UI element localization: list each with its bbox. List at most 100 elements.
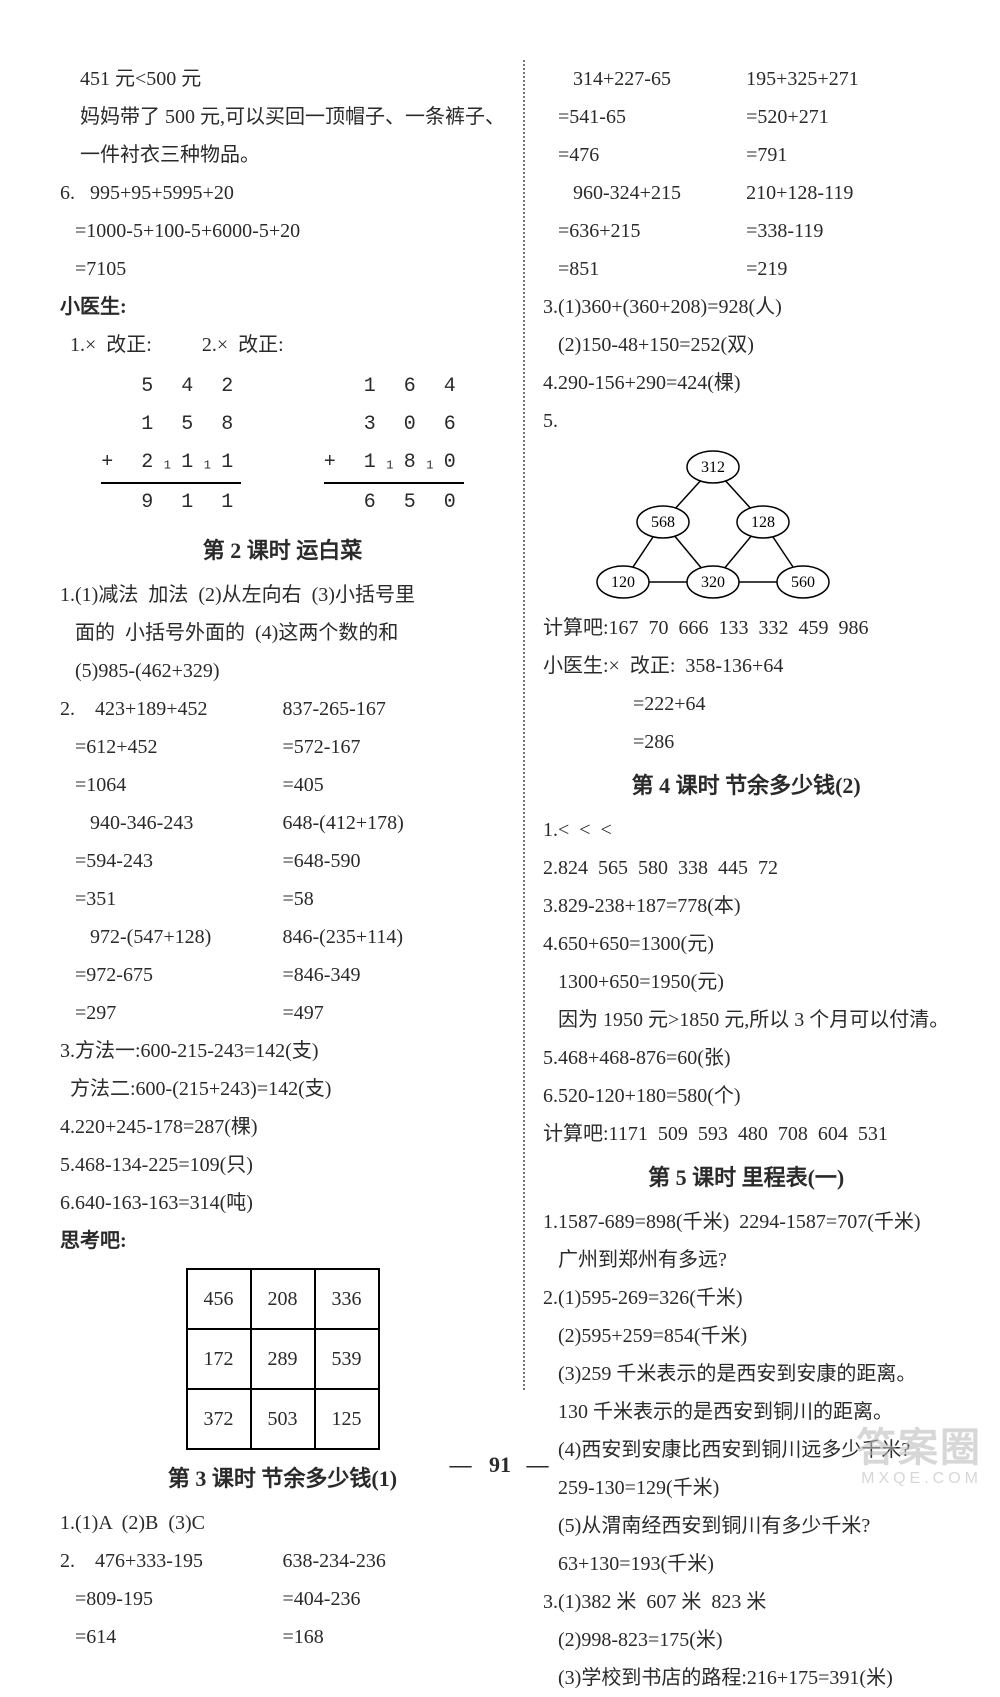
text-line: 因为 1950 元>1850 元,所以 3 个月可以付清。 — [543, 1001, 949, 1039]
calc-pair: =614=168 — [60, 1618, 505, 1656]
text-line: =594-243 — [60, 842, 283, 880]
text-line: =1064 — [60, 766, 283, 804]
calc-row: 1 6 4 — [324, 368, 464, 406]
footer-dash: — — [527, 1452, 551, 1477]
cell: 172 — [187, 1329, 251, 1389]
text-line: =614 — [60, 1618, 283, 1656]
text-line: =520+271 — [746, 98, 949, 136]
text-line: 4.290-156+290=424(棵) — [543, 364, 949, 402]
text-line: 3.(1)360+(360+208)=928(人) — [543, 288, 949, 326]
text-line: 314+227-65 — [543, 60, 746, 98]
text-line: 5.468+468-876=60(张) — [543, 1039, 949, 1077]
text-line: =219 — [746, 250, 949, 288]
text-line: 6.520-120+180=580(个) — [543, 1077, 949, 1115]
text-line: =541-65 — [543, 98, 746, 136]
text-line: =612+452 — [60, 728, 283, 766]
text-line: 妈妈带了 500 元,可以买回一顶帽子、一条裤子、 — [60, 98, 505, 136]
text-line: =809-195 — [60, 1580, 283, 1618]
text-line: =1000-5+100-5+6000-5+20 — [60, 212, 505, 250]
section-title: 第 4 课时 节余多少钱(2) — [543, 765, 949, 807]
text-line: 130 千米表示的是西安到铜川的距离。 — [543, 1393, 949, 1431]
calc-pair: =297=497 — [60, 994, 505, 1032]
text-line: =648-590 — [283, 842, 506, 880]
text-line: 3.829-238+187=778(本) — [543, 887, 949, 925]
svg-text:560: 560 — [791, 574, 815, 591]
cell: 539 — [315, 1329, 379, 1389]
text-line: 2. 476+333-195 — [60, 1542, 283, 1580]
table-row: 456 208 336 — [187, 1269, 379, 1329]
text-line: 3.方法一:600-215-243=142(支) — [60, 1032, 505, 1070]
text-line: 小医生:× 改正: 358-136+64 — [543, 647, 949, 685]
right-column: 314+227-65195+325+271 =541-65=520+271 =4… — [525, 60, 959, 1466]
text-line: =476 — [543, 136, 746, 174]
text-line: =222+64 — [543, 685, 949, 723]
cell: 503 — [251, 1389, 315, 1449]
text-line: =297 — [60, 994, 283, 1032]
text-line: 960-324+215 — [543, 174, 746, 212]
text-line: 面的 小括号外面的 (4)这两个数的和 — [60, 614, 505, 652]
cell: 456 — [187, 1269, 251, 1329]
text-line: (5)985-(462+329) — [60, 652, 505, 690]
text-line: =572-167 — [283, 728, 506, 766]
calc-row: 1 5 8 — [101, 406, 241, 444]
text-line: 2.824 565 580 338 445 72 — [543, 849, 949, 887]
text-line: =972-675 — [60, 956, 283, 994]
section-title: 第 5 课时 里程表(一) — [543, 1157, 949, 1199]
text-line: 63+130=193(千米) — [543, 1545, 949, 1583]
calc-pair: 2. 423+189+452837-265-167 — [60, 690, 505, 728]
watermark: 答案圈 MXQE.COM — [856, 1426, 982, 1488]
calc-row: + 2₁1₁1 — [101, 444, 241, 482]
text-line: =286 — [543, 723, 949, 761]
section-title: 第 2 课时 运白菜 — [60, 530, 505, 572]
calc-pair: =809-195=404-236 — [60, 1580, 505, 1618]
text-line: 1.< < < — [543, 811, 949, 849]
vertical-calc: 5 4 2 1 5 8 + 2₁1₁1 9 1 1 — [101, 368, 241, 522]
calc-row: 3 0 6 — [324, 406, 464, 444]
text-line: (3)259 千米表示的是西安到安康的距离。 — [543, 1355, 949, 1393]
text-line: 1.(1)减法 加法 (2)从左向右 (3)小括号里 — [60, 576, 505, 614]
text-line: =846-349 — [283, 956, 506, 994]
calc-pair: =636+215=338-119 — [543, 212, 949, 250]
cell: 372 — [187, 1389, 251, 1449]
text-line: 638-234-236 — [283, 1542, 506, 1580]
footer-dash: — — [450, 1452, 474, 1477]
text-line: (2)595+259=854(千米) — [543, 1317, 949, 1355]
text-line: =338-119 — [746, 212, 949, 250]
text-line: 4.220+245-178=287(棵) — [60, 1108, 505, 1146]
vertical-calc: 1 6 4 3 0 6 + 1₁8₁0 6 5 0 — [324, 368, 464, 522]
text-line: 195+325+271 — [746, 60, 949, 98]
left-column: 451 元<500 元 妈妈带了 500 元,可以买回一顶帽子、一条裤子、 一件… — [50, 60, 523, 1466]
text-line: =405 — [283, 766, 506, 804]
text-line: 940-346-243 — [60, 804, 283, 842]
text-line: 5.468-134-225=109(只) — [60, 1146, 505, 1184]
cell: 125 — [315, 1389, 379, 1449]
calc-pair: =351=58 — [60, 880, 505, 918]
calc-pair: 2. 476+333-195638-234-236 — [60, 1542, 505, 1580]
text-line: 648-(412+178) — [283, 804, 506, 842]
text-line: (2)150-48+150=252(双) — [543, 326, 949, 364]
text-line: 451 元<500 元 — [60, 60, 505, 98]
text-line: 计算吧:1171 509 593 480 708 604 531 — [543, 1115, 949, 1153]
calc-pair: =612+452=572-167 — [60, 728, 505, 766]
text-line: =497 — [283, 994, 506, 1032]
svg-text:120: 120 — [611, 574, 635, 591]
text-line: 5. — [543, 402, 949, 440]
text-line: 一件衬衣三种物品。 — [60, 136, 505, 174]
text-line: 837-265-167 — [283, 690, 506, 728]
calc-pair: 960-324+215210+128-119 — [543, 174, 949, 212]
text-line: 6.640-163-163=314(吨) — [60, 1184, 505, 1222]
text-line: 972-(547+128) — [60, 918, 283, 956]
number-grid: 456 208 336 172 289 539 372 503 125 — [186, 1268, 380, 1450]
text-line: =168 — [283, 1618, 506, 1656]
text-line: (5)从渭南经西安到铜川有多少千米? — [543, 1507, 949, 1545]
subheading: 思考吧: — [60, 1222, 505, 1260]
text-line: (3)学校到书店的路程:216+175=391(米) — [543, 1659, 949, 1697]
cell: 289 — [251, 1329, 315, 1389]
watermark-url: MXQE.COM — [856, 1470, 982, 1488]
vertical-calcs: 5 4 2 1 5 8 + 2₁1₁1 9 1 1 1 6 4 3 0 6 + … — [60, 364, 505, 526]
text-line: 2.(1)595-269=326(千米) — [543, 1279, 949, 1317]
text-line: 4.650+650=1300(元) — [543, 925, 949, 963]
page-footer: — 91 — — [0, 1444, 1000, 1486]
svg-text:568: 568 — [651, 514, 675, 531]
calc-pair: =1064=405 — [60, 766, 505, 804]
